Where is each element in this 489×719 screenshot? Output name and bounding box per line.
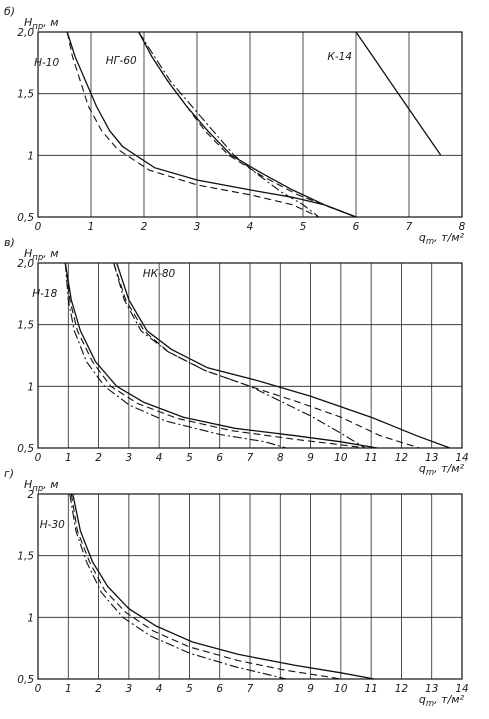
series-line — [64, 262, 366, 449]
x-tick-label: 14 — [455, 683, 468, 695]
x-tick-label: 0 — [35, 452, 42, 464]
y-tick-label: 1 — [27, 381, 34, 393]
x-tick-label: 3 — [126, 683, 133, 695]
y-tick-label: 2,0 — [17, 258, 34, 270]
x-tick-label: 2 — [95, 683, 102, 695]
series-line — [70, 493, 341, 680]
y-axis-label: Hпр, м — [24, 247, 59, 263]
x-tick-label: 3 — [194, 221, 201, 233]
x-tick-label: 4 — [247, 221, 254, 233]
x-tick-label: 3 — [126, 452, 133, 464]
panel-g: 0 1 2 3 4 5 6 7 8 9 10 11 12 13 140,511,52г)Hпр, мqm, … — [4, 467, 469, 709]
series-line — [138, 31, 357, 218]
y-tick-label: 2 — [27, 489, 34, 501]
x-tick-label: 8 — [459, 221, 466, 233]
y-tick-label: 1 — [27, 150, 34, 162]
series-label: НГ-60 — [106, 55, 137, 67]
x-tick-label: 1 — [65, 452, 72, 464]
series-line — [355, 31, 442, 156]
panel-label: в) — [4, 236, 15, 249]
x-tick-label: 6 — [353, 221, 360, 233]
x-tick-label: 1 — [88, 221, 95, 233]
x-tick-label: 5 — [186, 683, 193, 695]
x-tick-label: 8 — [277, 683, 284, 695]
series-line — [116, 262, 451, 449]
x-tick-label: 6 — [216, 683, 223, 695]
y-tick-label: 0,5 — [17, 443, 34, 455]
x-tick-label: 13 — [425, 683, 438, 695]
x-tick-label: 2 — [95, 452, 102, 464]
x-tick-label: 8 — [277, 452, 284, 464]
panel-label: г) — [4, 467, 14, 480]
x-tick-label: 12 — [395, 683, 409, 695]
series-label: Н-18 — [32, 288, 57, 300]
plot-frame — [37, 262, 463, 449]
x-tick-label: 14 — [455, 452, 468, 464]
x-tick-label: 6 — [216, 452, 223, 464]
plot-frame — [37, 493, 463, 680]
series-line — [113, 262, 420, 449]
x-tick-label: 12 — [395, 452, 409, 464]
x-tick-label: 0 — [35, 221, 42, 233]
x-axis-label: qm, т/м² — [419, 462, 465, 478]
series-line — [64, 262, 287, 449]
y-tick-label: 0,5 — [17, 212, 34, 224]
y-axis-label: Hпр, м — [24, 16, 59, 32]
x-tick-label: 11 — [364, 683, 377, 695]
x-axis-label: qm, т/м² — [419, 693, 465, 709]
series-line — [113, 262, 366, 449]
x-tick-label: 5 — [300, 221, 307, 233]
x-tick-label: 1 — [65, 683, 72, 695]
series-label: Н-30 — [40, 519, 65, 531]
x-tick-label: 10 — [334, 452, 348, 464]
panel-v: 0 1 2 3 4 5 6 7 8 9 10 11 12 13 140,511,52,0в)Hпр, мqm… — [4, 236, 469, 478]
y-axis-label: Hпр, м — [24, 478, 59, 494]
series-line — [64, 262, 378, 449]
y-tick-label: 0,5 — [17, 674, 34, 686]
x-tick-label: 9 — [307, 683, 314, 695]
series-line — [138, 31, 320, 218]
series-label: НК-80 — [143, 268, 176, 280]
x-tick-label: 9 — [307, 452, 314, 464]
y-tick-label: 2,0 — [17, 27, 34, 39]
x-tick-label: 5 — [186, 452, 193, 464]
x-tick-label: 7 — [406, 221, 413, 233]
y-tick-label: 1 — [27, 612, 34, 624]
x-tick-label: 7 — [247, 452, 254, 464]
x-tick-label: 4 — [156, 683, 163, 695]
x-tick-label: 7 — [247, 683, 254, 695]
x-tick-label: 10 — [334, 683, 348, 695]
x-tick-label: 11 — [364, 452, 377, 464]
series-line — [66, 31, 357, 218]
series-label: К-14 — [327, 51, 352, 63]
y-tick-label: 1,5 — [17, 551, 34, 563]
y-tick-label: 1,5 — [17, 320, 34, 332]
plot-frame — [37, 31, 463, 218]
x-tick-label: 13 — [425, 452, 438, 464]
x-axis-label: qm, т/м² — [419, 231, 465, 247]
panel-b: 0 1 2 3 4 5 6 7 8 0,5 1 1,5 2,0б) Hпр, м qm, т/м² Н-10 Н… — [4, 5, 466, 247]
series-line — [72, 493, 375, 680]
y-tick-label: 1,5 — [17, 89, 34, 101]
series-line — [69, 493, 287, 680]
series-label: Н-10 — [34, 57, 59, 69]
x-tick-label: 2 — [141, 221, 148, 233]
x-tick-label: 4 — [156, 452, 163, 464]
series-line — [138, 31, 357, 218]
x-tick-label: 0 — [35, 683, 42, 695]
panel-label: б) — [4, 5, 15, 18]
